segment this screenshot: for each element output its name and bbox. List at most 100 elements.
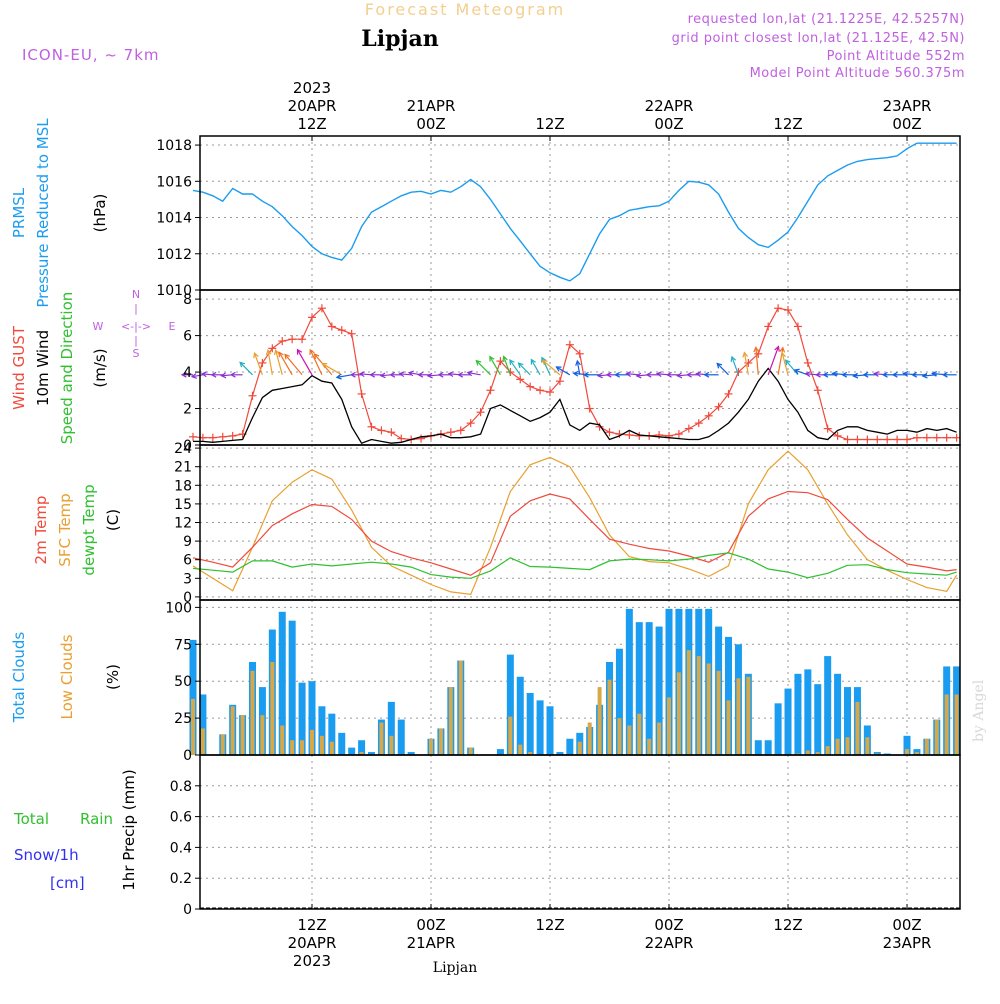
low-cloud-bar bbox=[934, 719, 939, 755]
wind-arrow-head bbox=[779, 346, 786, 353]
low-cloud-bar bbox=[528, 752, 533, 755]
wind-arrow-head bbox=[389, 371, 396, 378]
model-altitude: Model Point Altitude 560.375m bbox=[750, 66, 965, 81]
wind-arrow-head bbox=[695, 371, 702, 377]
wind-arrow-head bbox=[358, 371, 365, 378]
wind-arrow-head bbox=[921, 372, 928, 379]
wind-10m-line bbox=[193, 367, 957, 444]
total-cloud-bar bbox=[566, 738, 574, 755]
ytick-label: 3 bbox=[183, 571, 192, 587]
low-cloud-bar bbox=[310, 729, 314, 755]
total-cloud-bar bbox=[645, 622, 653, 755]
low-cloud-bar bbox=[448, 687, 453, 755]
total-cloud-bar bbox=[824, 656, 832, 755]
wind-arrow-head bbox=[447, 371, 454, 378]
low-cloud-bar bbox=[220, 734, 225, 755]
top-time-label: 00Z bbox=[892, 115, 921, 133]
low-cloud-bar bbox=[845, 737, 850, 755]
wind-arrow bbox=[399, 373, 412, 376]
low-cloud-bar bbox=[746, 676, 751, 755]
wind-arrow-head bbox=[335, 373, 342, 380]
total-cloud-bar bbox=[774, 703, 782, 755]
total-cloud-bar bbox=[526, 693, 534, 755]
wind-arrow-head bbox=[655, 371, 662, 378]
low-cloud-bar bbox=[855, 701, 860, 755]
wind-arrow-head bbox=[180, 371, 187, 378]
ytick-label: 25 bbox=[174, 711, 192, 727]
low-cloud-bar bbox=[250, 670, 255, 755]
bottom-time-label: 2023 bbox=[293, 952, 331, 970]
wind-arrow bbox=[278, 351, 293, 376]
top-time-label: 12Z bbox=[535, 115, 564, 133]
ytick-label: 0 bbox=[183, 748, 192, 764]
compass-rose: N | W <-|-> E | S bbox=[93, 288, 176, 360]
wind-arrow-head bbox=[793, 368, 800, 375]
pressure-label-prmsl: PRMSL bbox=[10, 187, 28, 238]
total-cloud-bar bbox=[903, 735, 911, 755]
sfc-temp-line bbox=[192, 450, 958, 596]
total-cloud-bar bbox=[546, 706, 554, 755]
cloud-label-low: Low Clouds bbox=[58, 634, 76, 719]
wind-arrow bbox=[518, 362, 531, 376]
total-cloud-bar bbox=[189, 639, 197, 755]
compass-s: S bbox=[133, 347, 140, 360]
wind-arrow-head bbox=[220, 372, 227, 379]
wind-arrow-head bbox=[541, 359, 548, 366]
low-cloud-bar bbox=[617, 718, 622, 755]
low-cloud-bar bbox=[359, 752, 364, 755]
top-time-label: 21APR bbox=[407, 97, 456, 115]
low-cloud-bar bbox=[240, 715, 245, 755]
low-cloud-bar bbox=[300, 740, 305, 755]
wind-arrow bbox=[475, 360, 491, 376]
wind-arrow-head bbox=[475, 359, 482, 366]
top-time-label: 00Z bbox=[654, 115, 683, 133]
total-cloud-bar bbox=[615, 648, 623, 755]
ytick-label: 0.6 bbox=[170, 810, 192, 826]
low-cloud-bar bbox=[429, 738, 434, 755]
wind-arrow-head bbox=[784, 359, 791, 366]
wind-arrow bbox=[626, 373, 640, 376]
wind-arrow bbox=[743, 352, 749, 375]
precip-label-cm: [cm] bbox=[50, 874, 85, 892]
temp-label-dewpt: dewpt Temp bbox=[80, 484, 98, 575]
temp-labels: 2m Temp SFC Temp dewpt Temp (C) bbox=[32, 484, 122, 575]
pressure-unit: (hPa) bbox=[91, 194, 109, 233]
low-cloud-bar bbox=[260, 715, 265, 755]
frame-layer bbox=[199, 135, 961, 910]
ytick-label: 6 bbox=[183, 553, 192, 569]
wind-arrow-head bbox=[541, 356, 547, 363]
wind-arrow-head bbox=[321, 362, 328, 369]
wind-arrow-head bbox=[703, 371, 710, 378]
wind-arrow-head bbox=[273, 348, 280, 356]
low-cloud-bar bbox=[389, 735, 394, 755]
wind-arrow bbox=[530, 359, 541, 376]
low-cloud-bar bbox=[865, 737, 870, 755]
wind-arrow-head bbox=[200, 371, 207, 378]
wind-arrow-head bbox=[841, 371, 848, 378]
ytick-label: 0.4 bbox=[170, 840, 192, 856]
wind-arrow-head bbox=[831, 370, 838, 377]
low-cloud-bar bbox=[815, 752, 820, 755]
ytick-label: 50 bbox=[174, 674, 192, 690]
low-cloud-bar bbox=[825, 746, 830, 755]
ytick-label: 1010 bbox=[156, 283, 192, 299]
temp-unit: (C) bbox=[104, 509, 122, 531]
low-cloud-bar bbox=[686, 650, 691, 755]
wind-arrow-head bbox=[253, 352, 259, 359]
wind-arrow-head bbox=[742, 351, 749, 358]
wind-labels: Wind GUST 10m Wind Speed and Direction (… bbox=[10, 288, 176, 444]
total-cloud-bar bbox=[387, 701, 395, 755]
wind-arrow-head bbox=[582, 371, 589, 378]
bottom-time-label: 00Z bbox=[654, 916, 683, 934]
wind-arrow bbox=[767, 346, 780, 375]
wind-arrow-head bbox=[369, 371, 376, 378]
total-cloud-bar bbox=[338, 732, 346, 755]
low-cloud-bar bbox=[657, 722, 662, 755]
total-cloud-bar bbox=[556, 752, 564, 755]
wind-arrow bbox=[785, 359, 799, 376]
wind-arrow bbox=[777, 347, 784, 375]
wind-arrow-head bbox=[872, 371, 880, 377]
total-cloud-bar bbox=[348, 747, 356, 755]
wind-arrow-head bbox=[676, 372, 683, 379]
